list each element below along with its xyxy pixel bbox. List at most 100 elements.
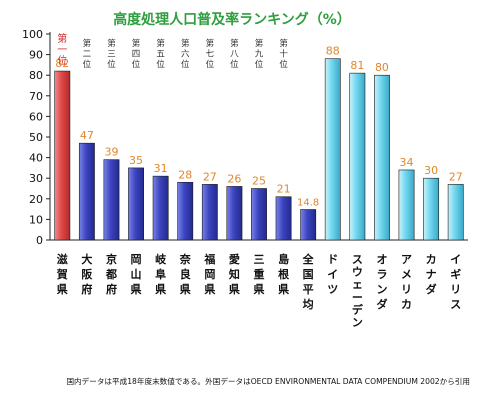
category-label-char: ツ	[327, 283, 338, 296]
category-label-char: 阜	[155, 267, 166, 281]
rank-label-char: 二	[83, 50, 92, 60]
category-label: 滋賀県	[56, 252, 68, 296]
y-tick-label: 40	[29, 152, 43, 165]
y-tick-label: 100	[22, 28, 43, 41]
bar	[275, 196, 292, 241]
bar	[78, 142, 95, 241]
category-label-char: 県	[131, 283, 142, 296]
category-label-char: 岡	[131, 253, 142, 266]
category-label-char: ダ	[376, 297, 387, 311]
rank-label-char: 七	[206, 50, 215, 60]
category-label-char: 都	[105, 267, 117, 281]
rank-label-char: 位	[181, 59, 190, 70]
rank-label-char: 位	[107, 59, 116, 70]
category-label-char: 府	[106, 282, 117, 296]
rank-label-char: 一	[57, 45, 67, 56]
category-label-char: 府	[81, 282, 92, 296]
rank-label-char: 第	[156, 38, 165, 49]
bars: 82第一位滋賀県47第二位大阪府39第三位京都府35第四位岡山県31第五位岐阜県…	[54, 32, 464, 329]
rank-label-char: 三	[107, 50, 116, 60]
bar	[324, 58, 341, 241]
value-label: 82	[55, 57, 69, 70]
value-label: 27	[203, 170, 217, 183]
value-label: 88	[326, 45, 340, 58]
category-label-char: 三	[254, 253, 265, 266]
rank-label: 第六位	[181, 38, 190, 70]
bar	[103, 159, 120, 241]
y-tick-label: 50	[29, 131, 43, 144]
rank-label-char: 四	[132, 50, 141, 60]
y-tick-label: 90	[29, 49, 43, 62]
value-label: 30	[424, 164, 438, 177]
rank-label: 第二位	[83, 38, 92, 70]
category-label-char: 重	[254, 267, 265, 281]
y-tick-label: 10	[29, 213, 43, 226]
value-label: 47	[80, 129, 94, 142]
rank-label: 第九位	[255, 38, 264, 70]
category-label-char: 知	[228, 267, 240, 281]
rank-label: 第四位	[132, 38, 141, 70]
value-label: 39	[104, 146, 118, 159]
rank-label: 第一位	[57, 32, 67, 67]
category-label-char: 愛	[229, 252, 240, 266]
rank-label-char: 位	[156, 59, 165, 70]
value-label: 28	[178, 168, 192, 181]
bar	[201, 184, 218, 241]
category-label-char: 岐	[155, 252, 167, 266]
category-label-char: リ	[450, 283, 461, 296]
category-label-char: 均	[303, 297, 314, 311]
rank-label-char: 位	[83, 59, 92, 70]
category-label-char: 京	[106, 252, 117, 266]
rank-label-char: 位	[230, 59, 239, 70]
category-label-char: ダ	[426, 282, 437, 296]
rank-label-char: 第	[206, 38, 215, 49]
category-label-char: 県	[278, 283, 289, 296]
value-label: 25	[252, 175, 266, 188]
footnote: 国内データは平成18年度末数値である。外国データはOECD ENVIRONMEN…	[66, 376, 470, 386]
category-label-char: ス	[450, 298, 461, 311]
rank-label-char: 位	[132, 59, 141, 70]
rank-label-char: 位	[255, 59, 264, 70]
rank-label: 第十位	[279, 38, 288, 70]
bar	[128, 167, 144, 241]
rank-label: 第七位	[206, 38, 215, 70]
category-label-char: ラ	[376, 268, 387, 281]
bar	[251, 188, 267, 241]
value-label: 80	[375, 61, 389, 74]
category-label-char: カ	[401, 298, 412, 311]
category-label-char: カ	[426, 253, 437, 266]
bar	[300, 209, 317, 241]
rank-label-char: 第	[107, 38, 116, 49]
y-tick-label: 30	[29, 172, 43, 185]
bar	[177, 182, 194, 241]
category-label-char: 県	[155, 283, 166, 296]
category-label: ドイツ	[327, 253, 338, 296]
bar	[349, 72, 366, 241]
category-label-char: イ	[450, 253, 461, 266]
rank-label: 第八位	[230, 38, 239, 70]
rank-label: 第五位	[156, 38, 165, 70]
category-label: 三重県	[254, 253, 265, 296]
category-label-char: ェ	[352, 278, 363, 291]
category-label-char: 奈	[179, 252, 192, 266]
category-label-char: 島	[278, 252, 289, 266]
category-label: 京都府	[105, 252, 117, 296]
category-label-char: 山	[131, 267, 142, 281]
category-label-char: 県	[229, 283, 240, 296]
category-label: 福岡県	[203, 252, 215, 296]
bar	[374, 74, 390, 241]
category-label-char: 県	[254, 283, 265, 296]
value-label: 27	[449, 170, 463, 183]
category-label-char: 大	[81, 252, 92, 266]
y-tick-label: 20	[29, 193, 43, 206]
bar	[447, 184, 464, 241]
category-label-char: ド	[327, 253, 338, 266]
category-label-char: イ	[327, 268, 338, 281]
category-label: 岡山県	[131, 253, 142, 296]
value-label: 31	[154, 162, 168, 175]
bar	[54, 70, 71, 241]
